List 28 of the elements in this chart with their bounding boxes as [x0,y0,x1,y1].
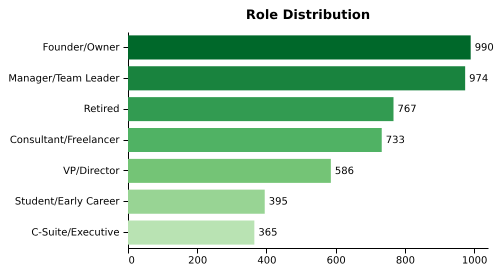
bar [128,97,394,122]
data-label: 974 [469,73,488,84]
bar [128,220,254,245]
x-tick-label: 800 [396,256,415,266]
bar [128,158,331,183]
y-tick-label: Consultant/Freelancer [10,135,120,146]
y-tick-label: VP/Director [63,166,120,177]
bar [128,66,466,90]
y-tick-label: C-Suite/Executive [31,228,120,239]
y-tick-label: Retired [84,104,120,116]
y-tick-label: Founder/Owner [42,42,120,54]
data-label: 767 [398,104,417,116]
x-tick-label: 600 [326,256,346,266]
y-tick-label: Manager/Team Leader [8,73,120,84]
data-label: 990 [474,42,494,54]
data-label: 586 [334,166,354,177]
x-tick-label: 1000 [462,256,488,266]
data-label: 733 [386,135,405,146]
x-tick-label: 0 [128,256,135,266]
data-label: 365 [258,228,278,239]
bar [128,35,471,60]
x-tick-label: 200 [188,256,208,266]
y-tick-label: Student/Early Career [14,196,120,208]
chart-title: Role Distribution [246,8,370,23]
x-tick-label: 400 [257,256,277,266]
bar [128,128,382,152]
bar [128,190,265,214]
data-label: 395 [268,196,288,208]
